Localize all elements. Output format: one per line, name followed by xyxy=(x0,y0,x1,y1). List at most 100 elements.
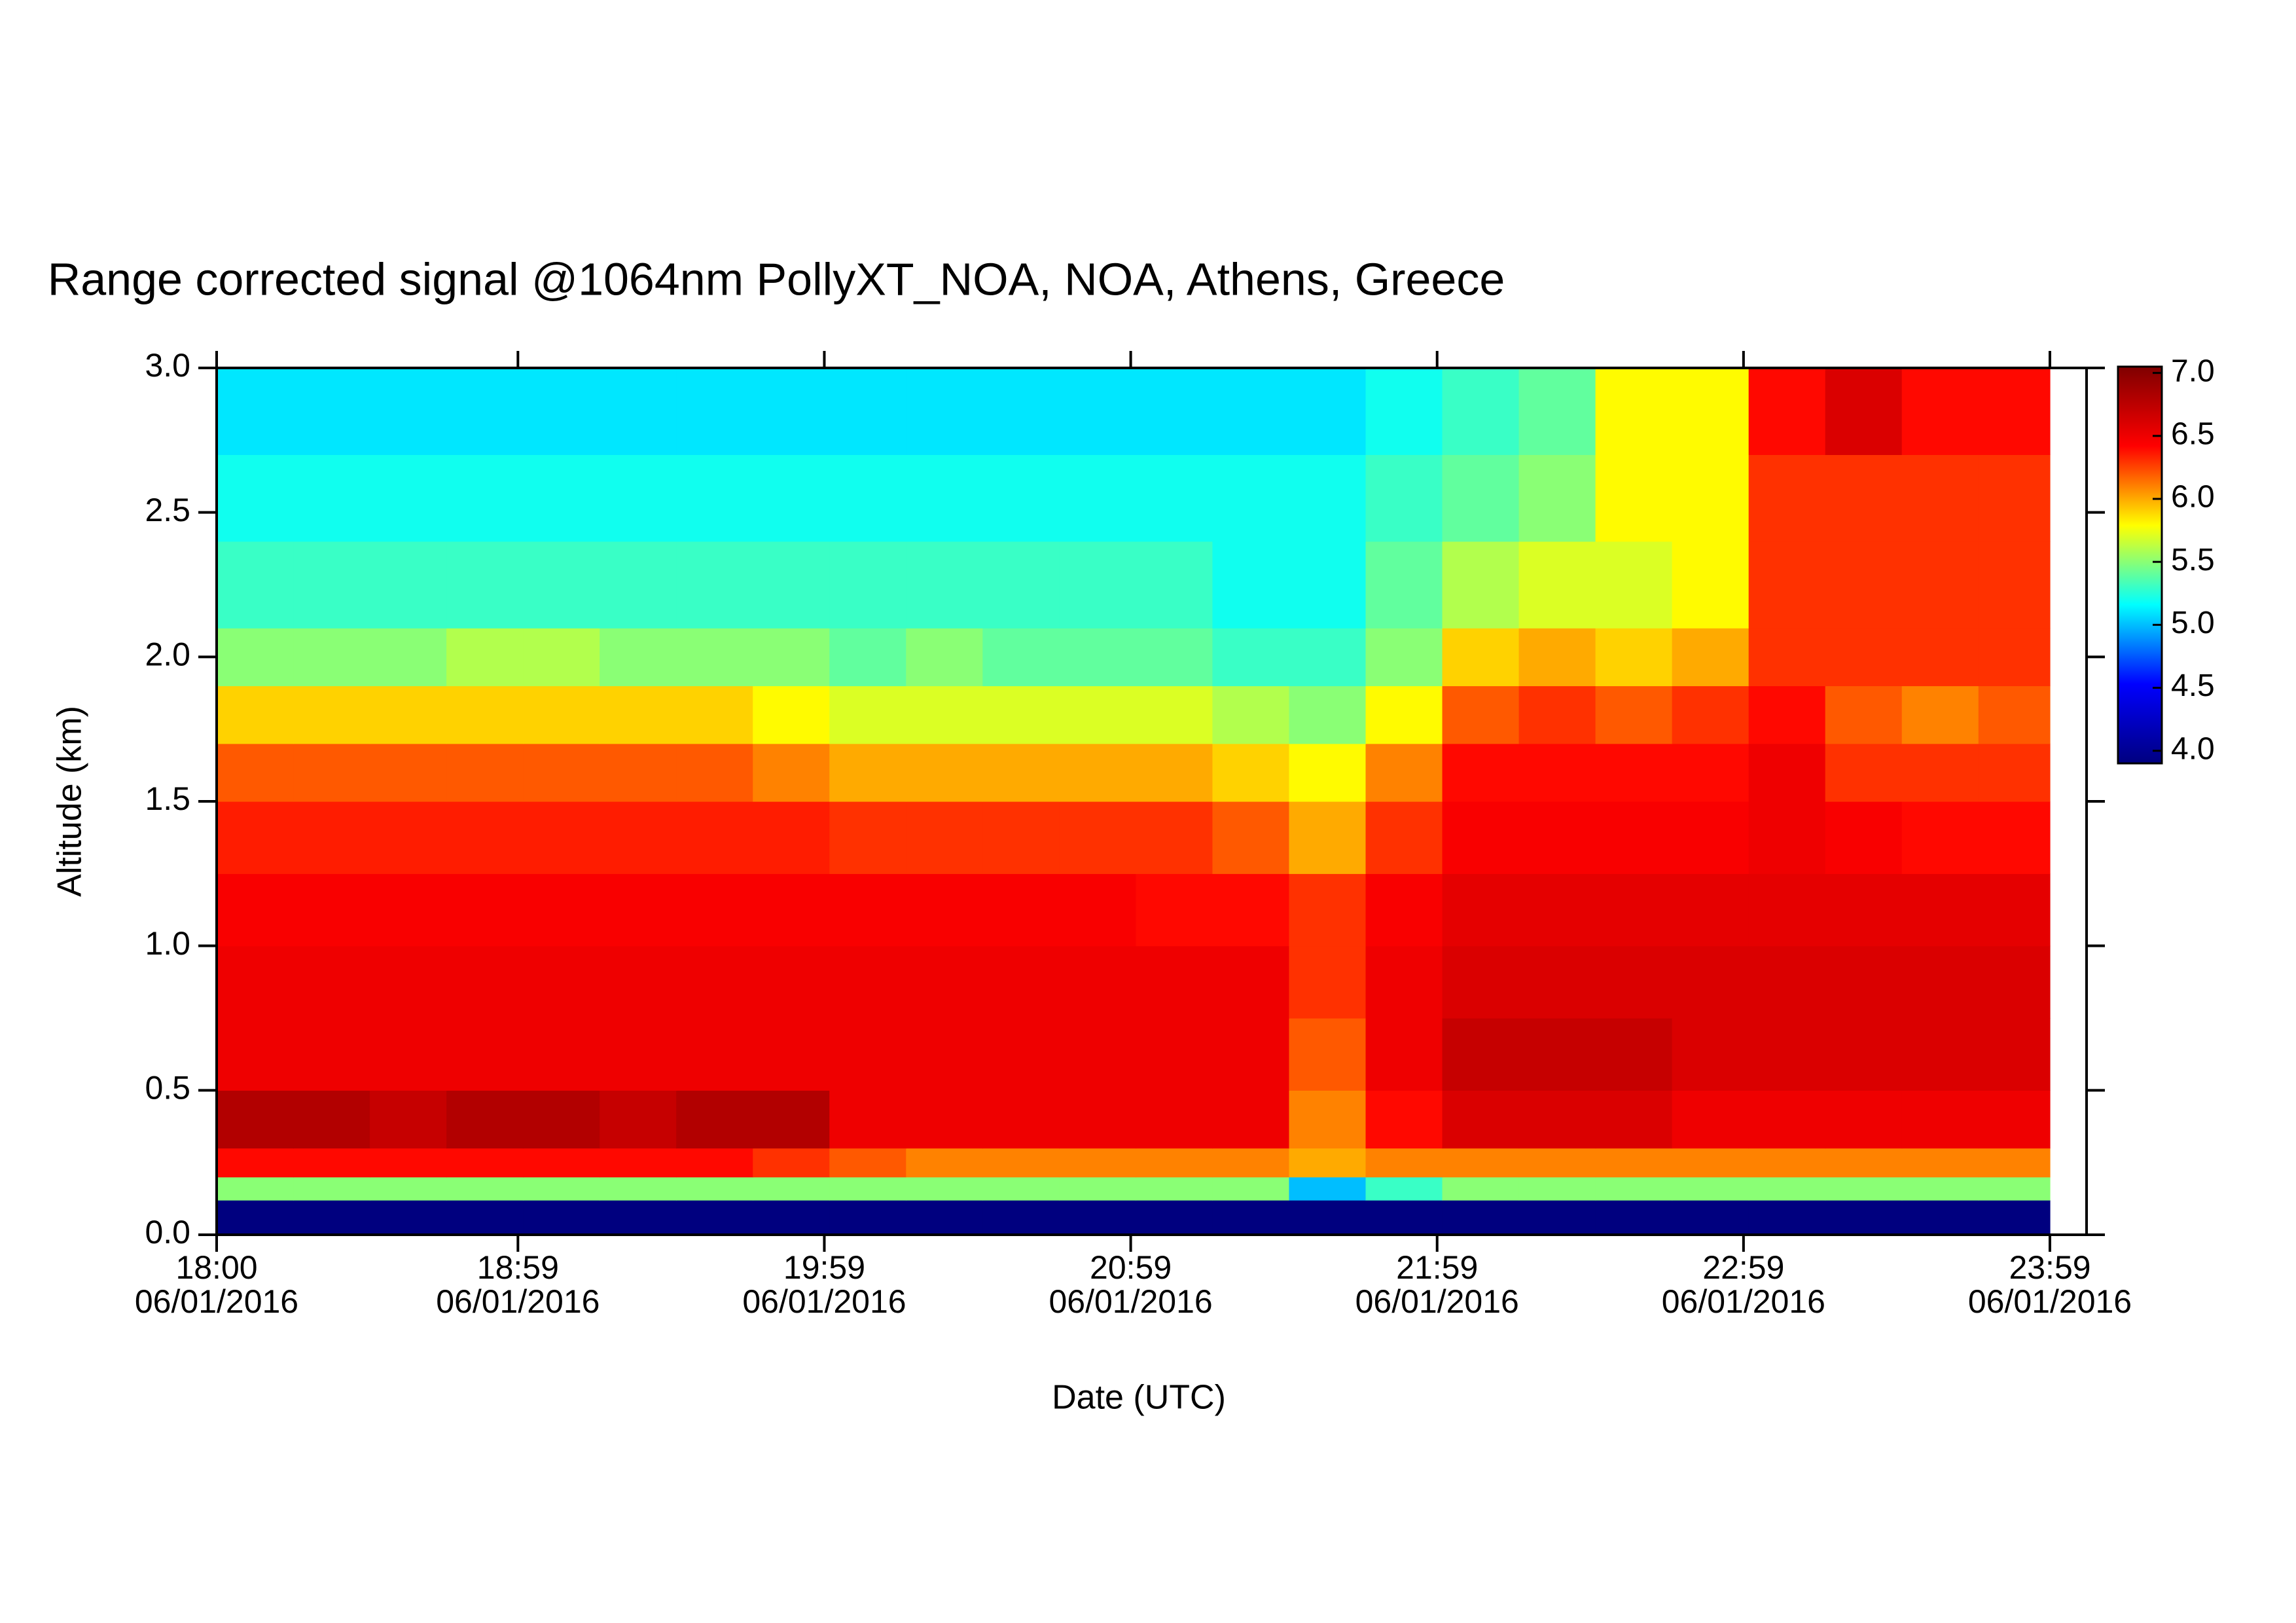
heatmap-cell xyxy=(1978,1090,2051,1149)
heatmap-cell xyxy=(1442,945,1520,1019)
heatmap-cell xyxy=(1518,1176,1596,1201)
heatmap-cell xyxy=(1365,743,1443,802)
heatmap-cell xyxy=(446,743,524,802)
heatmap-cell xyxy=(1289,685,1367,744)
heatmap-cell xyxy=(906,685,983,744)
heatmap-cell xyxy=(293,743,370,802)
heatmap-cell xyxy=(829,743,906,802)
heatmap-cell xyxy=(982,368,1060,455)
heatmap-cell xyxy=(676,743,753,802)
heatmap-cell xyxy=(217,1148,294,1178)
heatmap-cell xyxy=(1136,628,1213,687)
heatmap-cell xyxy=(1672,541,1749,629)
heatmap-cell xyxy=(1672,1090,1749,1149)
heatmap-cell xyxy=(293,1176,370,1201)
heatmap-cell xyxy=(1518,1018,1596,1091)
heatmap-cell xyxy=(1136,1018,1213,1091)
heatmap-cell xyxy=(1212,368,1290,455)
heatmap-cell xyxy=(982,1176,1060,1201)
heatmap-cell xyxy=(1212,685,1290,744)
heatmap-cell xyxy=(906,1200,983,1235)
heatmap-cell xyxy=(1442,454,1520,542)
heatmap-cell xyxy=(217,801,294,874)
heatmap-cell xyxy=(217,685,294,744)
heatmap-cell xyxy=(1825,945,1903,1019)
heatmap-cell xyxy=(446,1148,524,1178)
colorbar-tick-label: 6.0 xyxy=(2171,480,2215,515)
heatmap-cell xyxy=(600,454,677,542)
heatmap-cell xyxy=(829,1200,906,1235)
heatmap-cell xyxy=(676,1148,753,1178)
heatmap-cell xyxy=(370,368,447,455)
y-axis-label: Altitude (km) xyxy=(51,706,89,897)
heatmap-cell xyxy=(523,1200,600,1235)
heatmap-cell xyxy=(1672,743,1749,802)
heatmap-cell xyxy=(982,1200,1060,1235)
heatmap-cell xyxy=(600,1018,677,1091)
colorbar-tick-label: 4.0 xyxy=(2171,731,2215,766)
heatmap-cell xyxy=(1748,685,1826,744)
heatmap-cell xyxy=(982,541,1060,629)
heatmap-cell xyxy=(1825,368,1903,455)
heatmap-cell xyxy=(1136,685,1213,744)
heatmap-cell xyxy=(523,685,600,744)
heatmap-cell xyxy=(676,945,753,1019)
heatmap-cell xyxy=(1748,1200,1826,1235)
heatmap-cell xyxy=(829,873,906,947)
heatmap-cell xyxy=(1825,541,1903,629)
heatmap-cell xyxy=(1289,1148,1367,1178)
heatmap-cell xyxy=(370,1090,447,1149)
heatmap-cell xyxy=(293,368,370,455)
heatmap-cell xyxy=(446,1090,524,1149)
heatmap-cell xyxy=(1136,1148,1213,1178)
heatmap-cell xyxy=(1901,945,1979,1019)
heatmap-cell xyxy=(982,1018,1060,1091)
heatmap-cell xyxy=(1289,945,1367,1019)
heatmap-cell xyxy=(1825,801,1903,874)
heatmap-cell xyxy=(1825,1148,1903,1178)
heatmap-cell xyxy=(1672,1148,1749,1178)
heatmap-cell xyxy=(1825,743,1903,802)
heatmap-cell xyxy=(1672,801,1749,874)
heatmap-cell xyxy=(1672,454,1749,542)
heatmap-cell xyxy=(753,1090,830,1149)
heatmap-cell xyxy=(370,685,447,744)
heatmap-cell xyxy=(446,368,524,455)
heatmap-cell xyxy=(829,454,906,542)
heatmap-cell xyxy=(1442,368,1520,455)
heatmap-cell xyxy=(753,1200,830,1235)
heatmap-cell xyxy=(1672,945,1749,1019)
heatmap-cell xyxy=(1901,1090,1979,1149)
heatmap-cell xyxy=(370,801,447,874)
heatmap-cell xyxy=(1978,685,2051,744)
heatmap-cell xyxy=(1825,873,1903,947)
heatmap-cell xyxy=(600,873,677,947)
heatmap-cell xyxy=(1518,1090,1596,1149)
heatmap-cell xyxy=(1059,873,1137,947)
heatmap-cell xyxy=(1672,628,1749,687)
heatmap-cell xyxy=(1901,454,1979,542)
heatmap-cell xyxy=(1059,1176,1137,1201)
heatmap-cell xyxy=(217,1090,294,1149)
heatmap-cell xyxy=(1365,368,1443,455)
heatmap-cell xyxy=(1978,1176,2051,1201)
heatmap-cell xyxy=(676,454,753,542)
heatmap-cell xyxy=(906,541,983,629)
heatmap-cell xyxy=(1212,873,1290,947)
x-axis-label: Date (UTC) xyxy=(1052,1379,1226,1417)
heatmap-cell xyxy=(753,1018,830,1091)
heatmap-cell xyxy=(982,1090,1060,1149)
heatmap-cell xyxy=(829,368,906,455)
x-tick-label: 20:59 06/01/2016 xyxy=(1049,1249,1213,1320)
heatmap-cell xyxy=(1212,1148,1290,1178)
heatmap-cell xyxy=(600,1090,677,1149)
heatmap-cell xyxy=(600,1148,677,1178)
heatmap-cell xyxy=(1365,454,1443,542)
heatmap-cell xyxy=(217,1018,294,1091)
x-tick-label: 19:59 06/01/2016 xyxy=(742,1249,906,1320)
heatmap-cell xyxy=(1748,541,1826,629)
colorbar-tick-label: 4.5 xyxy=(2171,668,2215,703)
heatmap-cell xyxy=(1825,628,1903,687)
y-tick-label: 3.0 xyxy=(145,347,190,384)
heatmap-cell xyxy=(1901,873,1979,947)
